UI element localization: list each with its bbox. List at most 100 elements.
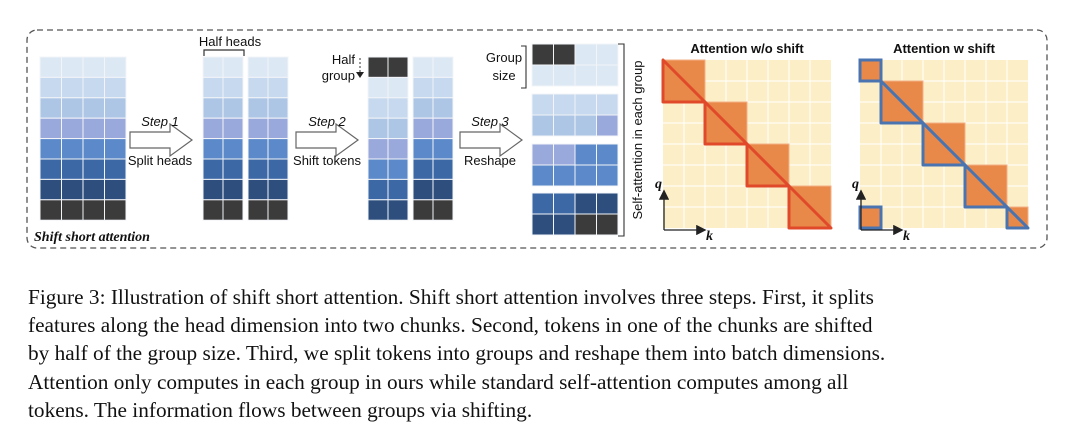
left-axis-q: q — [655, 177, 662, 192]
matrix-left-title: Attention w/o shift — [690, 41, 804, 56]
token-cell — [202, 158, 224, 180]
token-cell — [39, 138, 62, 160]
token-cell — [387, 158, 409, 180]
token-cell — [387, 76, 409, 99]
token-cell — [82, 178, 105, 201]
token-cell — [432, 117, 454, 140]
token-cell — [222, 178, 244, 201]
token-columns — [39, 56, 454, 221]
token-cell — [202, 97, 224, 119]
group-cell — [596, 143, 619, 166]
group-cell — [574, 192, 597, 215]
token-cell — [61, 117, 84, 140]
token-cell — [82, 76, 105, 99]
group-cell — [574, 143, 597, 166]
group-cell — [596, 192, 619, 215]
group-cell — [553, 213, 576, 236]
group-cell — [531, 64, 554, 87]
causal-group-outline — [703, 100, 749, 146]
token-cell — [267, 199, 289, 221]
token-cell — [222, 138, 244, 160]
token-cell — [367, 158, 389, 180]
token-cell — [267, 56, 289, 78]
step2-arrow: Step 2 Shift tokens — [293, 114, 361, 168]
group-cell — [596, 213, 619, 236]
group-cell — [596, 164, 619, 187]
token-cell — [61, 158, 84, 180]
group-cell — [574, 93, 597, 116]
token-cell — [61, 178, 84, 201]
group-cell — [596, 93, 619, 116]
token-cell — [202, 199, 224, 221]
half-heads-bracket: Half heads — [199, 34, 262, 56]
token-cell — [367, 117, 389, 140]
token-cell — [104, 76, 127, 99]
token-cell — [104, 158, 127, 180]
unshifted-head-chunk-column — [412, 56, 454, 221]
token-cell — [104, 56, 127, 78]
token-cell — [247, 117, 269, 140]
right-matrix-axes: q k — [852, 177, 910, 244]
token-cell — [39, 158, 62, 180]
first-token-block — [858, 58, 883, 83]
group-cell — [574, 114, 597, 137]
token-cell — [367, 56, 389, 78]
token-cell — [432, 199, 454, 221]
step2-subtitle: Shift tokens — [293, 153, 361, 168]
step2-title: Step 2 — [308, 114, 346, 129]
group-cell — [574, 164, 597, 187]
causal-group-outline — [745, 142, 791, 188]
group-cell — [596, 114, 619, 137]
token-cell — [39, 76, 62, 99]
right-axis-k: k — [903, 229, 910, 244]
matrix-right-title: Attention w shift — [893, 41, 995, 56]
token-cell — [412, 158, 434, 180]
group-cell — [553, 64, 576, 87]
token-cell — [222, 56, 244, 78]
causal-group-outline — [787, 184, 833, 230]
token-cell — [39, 117, 62, 140]
token-cell — [412, 56, 434, 78]
token-group — [531, 192, 619, 236]
token-cell — [61, 199, 84, 221]
token-cell — [247, 97, 269, 119]
token-cell — [82, 199, 105, 221]
token-cell — [267, 117, 289, 140]
reshaped-groups — [531, 43, 619, 236]
token-cell — [387, 117, 409, 140]
token-cell — [61, 138, 84, 160]
wraparound-block — [858, 205, 883, 230]
token-cell — [367, 199, 389, 221]
token-group — [531, 43, 619, 87]
group-cell — [553, 93, 576, 116]
self-attention-label: Self-attention in each group — [630, 61, 645, 220]
token-cell — [61, 76, 84, 99]
token-cell — [432, 56, 454, 78]
caption-line: tokens. The information flows between gr… — [28, 397, 533, 422]
head-chunk-2-column — [247, 56, 289, 221]
token-cell — [412, 76, 434, 99]
token-cell — [367, 97, 389, 119]
causal-group-outline — [661, 58, 707, 104]
token-cell — [387, 56, 409, 78]
shift-short-attention-figure: Half heads Half group Step 1 Split heads… — [26, 29, 1048, 249]
token-cell — [247, 138, 269, 160]
token-cell — [39, 199, 62, 221]
group-cell — [574, 213, 597, 236]
left-axis-k: k — [706, 229, 713, 244]
group-cell — [596, 64, 619, 87]
token-cell — [412, 97, 434, 119]
token-cell — [432, 178, 454, 201]
head-chunk-1-column — [202, 56, 244, 221]
token-cell — [412, 199, 434, 221]
token-cell — [202, 178, 224, 201]
panel-label: Shift short attention — [34, 230, 150, 245]
group-cell — [531, 143, 554, 166]
token-cell — [222, 76, 244, 99]
group-cell — [531, 164, 554, 187]
group-cell — [531, 192, 554, 215]
token-cell — [39, 178, 62, 201]
token-cell — [222, 117, 244, 140]
group-cell — [553, 43, 576, 66]
group-cell — [553, 164, 576, 187]
